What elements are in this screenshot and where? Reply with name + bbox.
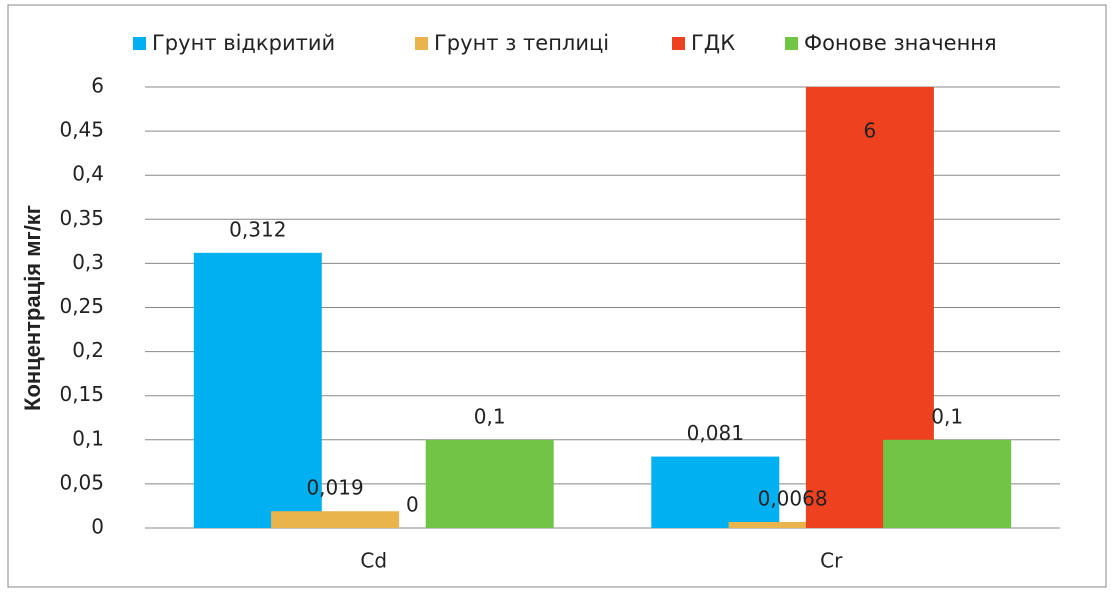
x-tick-label: Cd [360, 549, 387, 573]
legend-swatch [785, 37, 798, 50]
bar [883, 439, 1012, 528]
y-axis-title: Концентрація мг/кг [20, 205, 45, 411]
data-label: 6 [864, 119, 877, 143]
bar [271, 511, 400, 528]
y-tick-label: 0,2 [72, 338, 104, 362]
legend-label: Грунт з теплиці [434, 31, 609, 55]
legend-swatch [133, 37, 146, 50]
data-label: 0,081 [687, 421, 744, 445]
bar [193, 252, 322, 528]
bar [728, 522, 857, 528]
legend-label: Грунт відкритий [152, 31, 335, 55]
x-tick-label: Cr [820, 549, 843, 573]
data-label: 0,019 [306, 476, 363, 500]
data-label: 0,312 [229, 217, 286, 241]
y-tick-label: 0,35 [59, 206, 104, 230]
legend-swatch [415, 37, 428, 50]
bar [651, 456, 780, 528]
y-tick-label: 0,05 [59, 470, 104, 494]
y-tick-label: 0,15 [59, 382, 104, 406]
legend-label: ГДК [691, 31, 735, 55]
y-tick-label: 6 [91, 74, 104, 98]
data-label: 0 [406, 493, 419, 517]
plot-area [193, 87, 1012, 528]
y-tick-label: 0,1 [72, 426, 104, 450]
data-label: 0,0068 [758, 487, 828, 511]
y-tick-label: 0,25 [59, 294, 104, 318]
data-label: 0,1 [474, 404, 506, 428]
legend-swatch [672, 37, 685, 50]
bar [425, 439, 554, 528]
data-label: 0,1 [931, 404, 963, 428]
y-tick-label: 0,3 [72, 250, 104, 274]
legend-label: Фонове значення [804, 31, 997, 55]
y-tick-label: 0 [91, 515, 104, 539]
y-tick-label: 0,45 [59, 118, 104, 142]
y-tick-label: 0,4 [72, 162, 104, 186]
